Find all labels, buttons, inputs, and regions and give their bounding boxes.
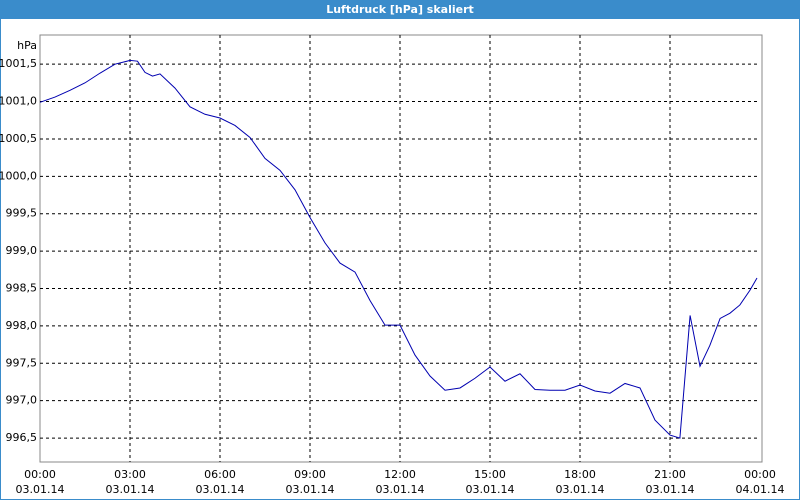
x-tick-label: 09:00	[294, 468, 326, 481]
y-tick-label: 1001,0	[0, 95, 37, 108]
data-line	[39, 59, 758, 439]
x-tick-date: 03.01.14	[646, 483, 695, 496]
y-tick-label: 996,5	[6, 431, 38, 444]
x-tick-label: 18:00	[564, 468, 596, 481]
y-tick-label: 1000,5	[0, 132, 37, 145]
chart-title: Luftdruck [hPa] skaliert	[326, 3, 474, 16]
y-tick-label: 997,5	[6, 356, 38, 369]
x-tick-label: 12:00	[384, 468, 416, 481]
x-tick-date: 04.01.14	[736, 483, 785, 496]
x-tick-date: 03.01.14	[16, 483, 65, 496]
y-tick-label: 1001,5	[0, 57, 37, 70]
y-tick-label: 998,5	[6, 282, 38, 295]
y-axis-label: hPa	[17, 39, 37, 52]
x-tick-date: 03.01.14	[106, 483, 155, 496]
x-tick-label: 00:00	[744, 468, 776, 481]
y-tick-label: 997,0	[6, 394, 38, 407]
x-tick-label: 00:00	[24, 468, 56, 481]
y-tick-label: 999,0	[6, 244, 38, 257]
x-tick-date: 03.01.14	[376, 483, 425, 496]
x-tick-label: 03:00	[114, 468, 146, 481]
x-tick-date: 03.01.14	[556, 483, 605, 496]
x-tick-label: 06:00	[204, 468, 236, 481]
x-tick-label: 15:00	[474, 468, 506, 481]
x-tick-date: 03.01.14	[286, 483, 335, 496]
y-tick-label: 998,0	[6, 319, 38, 332]
y-tick-label: 1000,0	[0, 169, 37, 182]
x-tick-date: 03.01.14	[196, 483, 245, 496]
x-tick-label: 21:00	[654, 468, 686, 481]
title-bar	[0, 0, 800, 19]
plot-frame	[39, 34, 763, 463]
x-tick-date: 03.01.14	[466, 483, 515, 496]
y-tick-label: 999,5	[6, 207, 38, 220]
